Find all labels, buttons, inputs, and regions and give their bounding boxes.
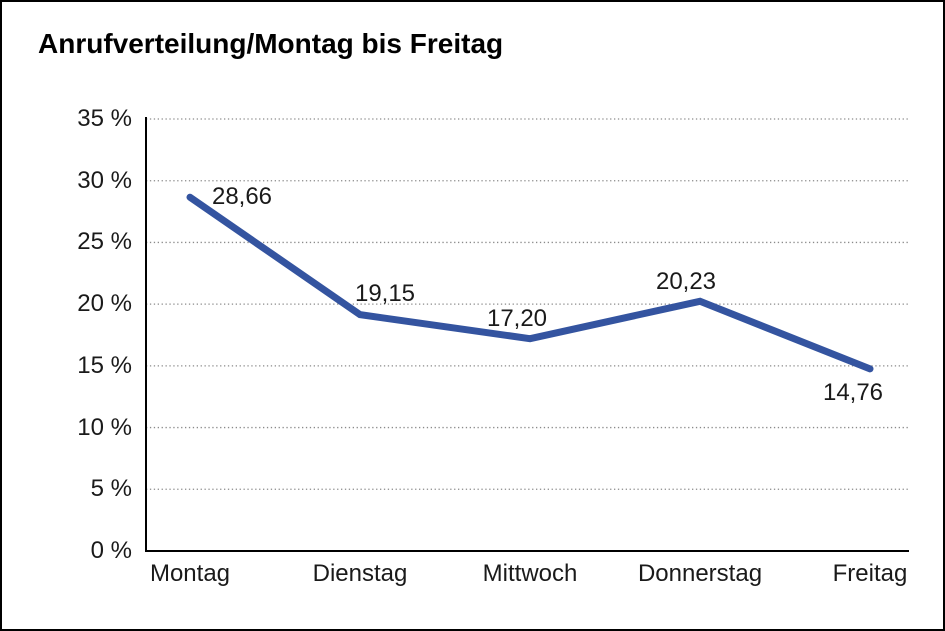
data-value-label: 14,76 [822, 378, 884, 406]
y-tick-label: 0 % [90, 537, 132, 564]
data-value-label: 20,23 [655, 268, 717, 296]
data-series-line [186, 193, 874, 373]
y-tick-label: 30 % [77, 166, 132, 194]
y-tick-label: 20 % [77, 290, 132, 318]
data-value-label: 17,20 [486, 304, 548, 332]
x-category-label: Montag [149, 560, 231, 587]
y-tick-label: 15 % [77, 351, 132, 379]
x-category-label: Freitag [832, 560, 908, 587]
x-category-label: Donnerstag [637, 560, 763, 587]
chart-title: Anrufverteilung/Montag bis Freitag [38, 28, 504, 59]
y-tick-label: 10 % [77, 413, 132, 441]
x-category-label: Mittwoch [482, 560, 578, 587]
data-value-label: 19,15 [354, 279, 416, 307]
data-value-label: 28,66 [211, 183, 273, 211]
y-tick-label: 35 % [77, 105, 132, 132]
y-tick-label: 5 % [90, 475, 132, 503]
y-tick-label: 25 % [77, 228, 132, 256]
x-category-label: Dienstag [312, 560, 408, 587]
